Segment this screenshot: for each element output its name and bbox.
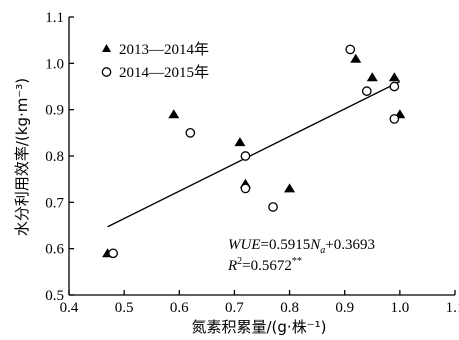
data-point-triangle xyxy=(350,53,362,63)
regression-equation: WUE=0.5915Na+0.3693 xyxy=(228,237,375,256)
r2-stars: ** xyxy=(292,256,302,267)
x-tick-label: 0.9 xyxy=(335,300,354,316)
y-axis-label: 水分利用效率/(kg·m⁻³) xyxy=(13,78,31,236)
data-point-circle xyxy=(240,183,251,194)
data-point-circle xyxy=(185,127,196,138)
x-tick-label: 0.7 xyxy=(225,300,244,316)
trendline-group xyxy=(107,80,401,228)
legend-label-series-1: 2013—2014年 xyxy=(119,41,209,58)
x-tick-label: 1.0 xyxy=(390,300,409,316)
legend-marker-triangle xyxy=(102,44,111,52)
x-tick-label: 0.5 xyxy=(115,300,134,316)
x-tick-label: 0.8 xyxy=(280,300,299,316)
plot-frame xyxy=(68,17,455,296)
data-points xyxy=(102,44,406,259)
data-point-triangle xyxy=(366,72,378,82)
y-tick-label: 1.0 xyxy=(45,56,64,72)
r2-r: R xyxy=(227,258,237,274)
data-point-triangle xyxy=(388,72,400,82)
x-axis-label: 氮素积累量/(g·株⁻¹) xyxy=(192,318,327,336)
y-tick-label: 0.7 xyxy=(45,195,64,211)
r2-sup: 2 xyxy=(237,256,242,267)
y-tick-label: 0.9 xyxy=(45,103,64,119)
trendline xyxy=(107,80,401,228)
data-point-circle xyxy=(240,151,251,161)
eq-slope: =0.5915 xyxy=(261,237,311,253)
eq-n-sub: a xyxy=(320,245,325,256)
x-tick-label: 1.1 xyxy=(446,300,459,316)
y-tick-label: 0.6 xyxy=(45,242,64,258)
data-point-circle xyxy=(361,86,372,96)
legend-label-series-2: 2014—2015年 xyxy=(119,64,209,81)
data-point-circle xyxy=(108,248,118,259)
r2-value: =0.5672 xyxy=(242,258,292,274)
y-axis: 0.5 0.6 0.7 0.8 0.9 1.0 1.1 xyxy=(45,10,74,304)
x-axis: 0.4 0.5 0.6 0.7 0.8 0.9 1.0 1.1 xyxy=(60,290,459,316)
data-point-triangle xyxy=(168,109,180,119)
data-point-circle xyxy=(345,44,356,55)
eq-wue: WUE xyxy=(228,237,261,253)
legend: 2013—2014年 2014—2015年 xyxy=(101,41,209,81)
x-tick-label: 0.6 xyxy=(170,300,189,316)
r-squared-label: R2=0.5672** xyxy=(227,256,302,274)
y-tick-label: 1.1 xyxy=(45,10,64,26)
data-point-circle xyxy=(389,81,400,92)
data-point-triangle xyxy=(234,137,246,147)
y-tick-label: 0.5 xyxy=(45,288,64,304)
eq-n-var: N xyxy=(309,237,321,253)
data-point-circle xyxy=(268,202,278,212)
x-tick-label: 0.4 xyxy=(60,300,79,316)
y-tick-label: 0.8 xyxy=(45,149,64,165)
data-point-triangle xyxy=(284,183,296,193)
eq-intercept: +0.3693 xyxy=(325,237,375,253)
data-point-circle xyxy=(389,114,400,124)
legend-marker-circle xyxy=(101,67,112,77)
